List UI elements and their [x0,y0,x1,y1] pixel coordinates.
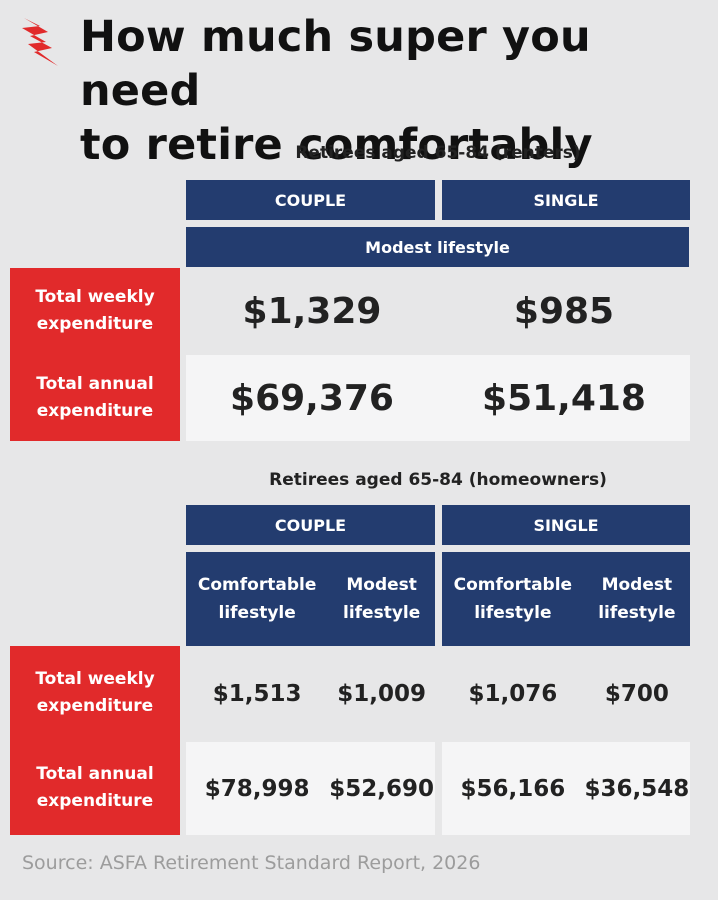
renters-annual-couple: $69,376 [230,377,394,419]
renters-weekly-single: $985 [513,290,615,332]
homeowners-couple-header: COUPLE [186,505,435,545]
hdr-couple-modest-2: lifestyle [343,603,421,623]
hdr-single-comfortable-2: lifestyle [474,603,552,623]
renters-weekly-label-2: expenditure [36,314,154,334]
title-line-1: How much super you need [80,12,591,116]
homeowners-annual-label-1: Total annual [36,763,154,784]
hdr-couple-modest-1: Modest [346,575,417,595]
hdr-couple-modest: Modest lifestyle [328,571,435,627]
source-note: Source: ASFA Retirement Standard Report,… [22,852,481,874]
hw-annual-couple-comfortable: $78,998 [204,775,310,802]
homeowners-annual-couple: $78,998 $52,690 [186,742,435,835]
sbs-logo-icon [22,18,58,66]
homeowners-weekly-label-2: expenditure [36,696,154,716]
homeowners-annual-single: $56,166 $36,548 [442,742,690,835]
hw-weekly-couple-modest: $1,009 [337,681,427,707]
title-line-2: to retire comfortably [80,120,593,170]
hw-weekly-single-modest: $700 [604,681,669,707]
homeowners-annual-label-2: expenditure [36,790,154,811]
homeowners-weekly-label-1: Total weekly [35,669,155,689]
hdr-couple-comfortable: Comfortable lifestyle [186,571,328,627]
homeowners-weekly-single: $1,076 $700 [442,648,690,740]
hw-weekly-single-comfortable: $1,076 [468,681,558,707]
homeowners-weekly-couple: $1,513 $1,009 [186,648,435,740]
renters-lifestyle-header: Modest lifestyle [186,227,689,267]
renters-couple-header: COUPLE [186,180,435,220]
homeowners-couple-subheaders: Comfortable lifestyle Modest lifestyle [186,552,435,646]
renters-weekly-label-1: Total weekly [35,287,155,307]
homeowners-single-header: SINGLE [442,505,690,545]
hdr-couple-comfortable-2: lifestyle [218,603,296,623]
hw-weekly-couple-comfortable: $1,513 [212,681,302,707]
hw-annual-single-comfortable: $56,166 [460,775,566,802]
renters-annual-label-1: Total annual [36,373,154,394]
hdr-single-comfortable-1: Comfortable [453,575,573,595]
renters-single-header: SINGLE [442,180,690,220]
hw-annual-single-modest: $36,548 [584,775,690,802]
renters-subtitle: Retirees aged 65-84 (renters) [295,143,581,163]
renters-weekly-couple: $1,329 [242,290,382,332]
hdr-single-modest-2: lifestyle [598,603,676,623]
page-title: How much super you need to retire comfor… [80,10,710,172]
renters-row-labels: Total weekly expenditure Total annual ex… [10,268,180,441]
renters-annual-label-2: expenditure [36,400,154,421]
hdr-single-comfortable: Comfortable lifestyle [442,571,584,627]
renters-weekly-row: $1,329 $985 [186,268,690,354]
hdr-single-modest-1: Modest [601,575,673,595]
renters-annual-row: $69,376 $51,418 [186,355,690,441]
hw-annual-couple-modest: $52,690 [329,775,435,802]
renters-annual-single: $51,418 [482,377,646,419]
homeowners-single-subheaders: Comfortable lifestyle Modest lifestyle [442,552,690,646]
homeowners-row-labels: Total weekly expenditure Total annual ex… [10,646,180,835]
hdr-single-modest: Modest lifestyle [584,571,690,627]
homeowners-subtitle: Retirees aged 65-84 (homeowners) [269,470,607,490]
hdr-couple-comfortable-1: Comfortable [197,575,317,595]
